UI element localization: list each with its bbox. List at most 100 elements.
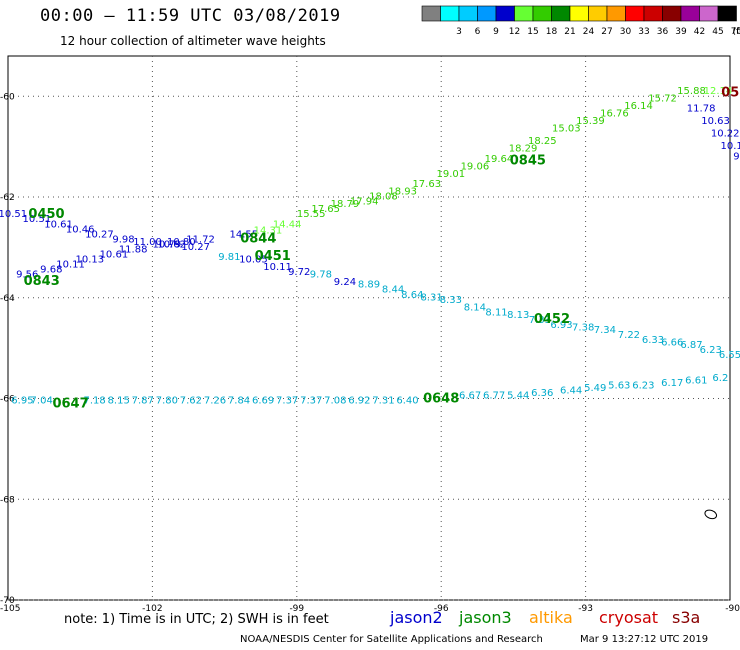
wave-height-value: 18.25 (528, 136, 557, 147)
colorbar-tick-label: 42 (694, 27, 705, 37)
wave-height-value: 8.89 (358, 280, 380, 291)
colorbar-tick-label: 30 (620, 27, 632, 37)
wave-height-value: 7.38 (572, 323, 594, 334)
wave-height-value: 7.80 (156, 396, 178, 407)
map-frame (7, 55, 731, 601)
wave-height-value: 9.68 (40, 265, 62, 276)
wave-height-value: 10.46 (66, 224, 95, 235)
legend-jason3: jason3 (459, 608, 512, 627)
wave-height-value: 6.36 (531, 388, 553, 399)
wave-height-value: 15.72 (648, 93, 677, 104)
wave-height-value: 6.40 (396, 396, 418, 407)
wave-height-value: 10.27 (181, 242, 210, 253)
pass-time-label: 0450 (28, 207, 64, 222)
wave-height-value: 15.88 (677, 86, 706, 97)
wave-height-value: 9.72 (288, 267, 310, 278)
wave-height-value: 8.14 (464, 302, 486, 313)
wave-height-value: 7.31 (372, 396, 394, 407)
colorbar-tick-label: 24 (583, 27, 595, 37)
credit-line: NOAA/NESDIS Center for Satellite Applica… (240, 634, 543, 645)
latitude-label: -68 (0, 495, 15, 505)
wave-height-value: 14.44 (273, 219, 302, 230)
colorbar-tick-label: 15 (527, 27, 538, 37)
wave-height-value: 10.63 (701, 116, 730, 127)
colorbar-tick-label: 45 (712, 27, 723, 37)
longitude-label: -99 (289, 604, 304, 614)
wave-height-value: 15.55 (297, 209, 326, 220)
latitude-label: -62 (0, 193, 15, 203)
colorbar-tick-label: 36 (657, 27, 669, 37)
colorbar-tick-label: 18 (546, 27, 558, 37)
wave-height-value: 10.62 (157, 239, 186, 250)
footnote: note: 1) Time is in UTC; 2) SWH is in fe… (64, 612, 329, 627)
wave-height-value: 6.95 (11, 396, 33, 407)
wave-height-value: 10.80 (167, 237, 196, 248)
map-subtitle: 12 hour collection of altimeter wave hei… (60, 34, 326, 48)
pass-time-label: 0452 (534, 312, 570, 327)
wave-height-value: 10.51 (23, 214, 52, 225)
wave-height-value: 6.61 (685, 375, 707, 386)
wave-height-value: 10.79 (153, 239, 182, 250)
wave-height-value: 7.84 (228, 396, 250, 407)
colorbar-tick-label: 27 (601, 27, 612, 37)
wave-height-value: 6.2 (712, 373, 728, 384)
wave-height-value: 6.23 (700, 345, 722, 356)
wave-height-value: 17.94 (350, 197, 379, 208)
legend-jason2: jason2 (390, 608, 443, 627)
wave-height-value: 7.37 (300, 396, 322, 407)
wave-height-value: 9.81 (218, 252, 240, 263)
wave-height-value: 19.01 (437, 169, 466, 180)
wave-height-value: 7.34 (594, 325, 616, 336)
wave-height-value: 17.65 (311, 204, 340, 215)
colorbar-tick-label: 70 (731, 27, 740, 37)
wave-height-value: 7.26 (204, 396, 226, 407)
pass-time-label: 0845 (510, 153, 546, 168)
wave-height-value: 18.79 (331, 199, 360, 210)
wave-height-value: 10.22 (711, 129, 740, 140)
wave-height-value: 11.00 (133, 237, 162, 248)
wave-height-value: 5.49 (584, 383, 606, 394)
longitude-label: -96 (434, 604, 449, 614)
wave-height-value: 6.93 (550, 320, 572, 331)
wave-height-value: 17.63 (412, 179, 441, 190)
pass-time-label: 0451 (255, 249, 291, 264)
wave-height-value: 6.17 (661, 378, 683, 389)
wave-height-value: 18.29 (509, 144, 538, 155)
wave-height-value: 12.14 (704, 86, 733, 97)
wave-height-value: 7.18 (84, 396, 106, 407)
wave-height-value: 6.55 (719, 350, 740, 361)
wave-height-value: 10.11 (263, 262, 292, 273)
wave-height-value: 7.08 (324, 396, 346, 407)
wave-height-value: 11.88 (119, 244, 148, 255)
legend-altika: altika (529, 608, 573, 627)
wave-height-value: 6.23 (632, 380, 654, 391)
wave-height-value: 10.13 (76, 255, 105, 266)
colorbar-swatch (717, 5, 737, 22)
latitude-label: -60 (0, 92, 15, 102)
wave-height-value: 7.33 (529, 315, 551, 326)
longitude-label: -93 (578, 604, 593, 614)
wave-height-value: 8.33 (440, 295, 462, 306)
latitude-label: -70 (0, 596, 15, 606)
wave-height-value: 8.64 (401, 290, 423, 301)
latitude-label: -66 (0, 395, 15, 405)
wave-height-value: 6.44 (560, 385, 582, 396)
colorbar-tick-label: 6 (475, 27, 481, 37)
pass-time-label: 0844 (240, 231, 276, 246)
wave-height-value: 9.78 (310, 270, 332, 281)
wave-height-value: 7.04 (31, 396, 53, 407)
wave-height-value: 6.77 (483, 391, 505, 402)
pass-time-label: 050 (721, 85, 740, 100)
latitude-label: -64 (0, 294, 15, 304)
generation-timestamp: Mar 9 13:27:12 UTC 2019 (580, 634, 709, 645)
wave-height-value: 7.62 (180, 396, 202, 407)
wave-height-value: 8.11 (485, 307, 507, 318)
wave-height-value: 8.31 (420, 292, 442, 303)
legend-cryosat: cryosat (599, 608, 659, 627)
wave-height-value: 6.66 (661, 338, 683, 349)
wave-height-value: 15.03 (552, 124, 581, 135)
wave-height-value: 10.05 (239, 255, 268, 266)
wave-height-value: 5.63 (608, 380, 630, 391)
wave-height-value: 7.87 (132, 396, 154, 407)
